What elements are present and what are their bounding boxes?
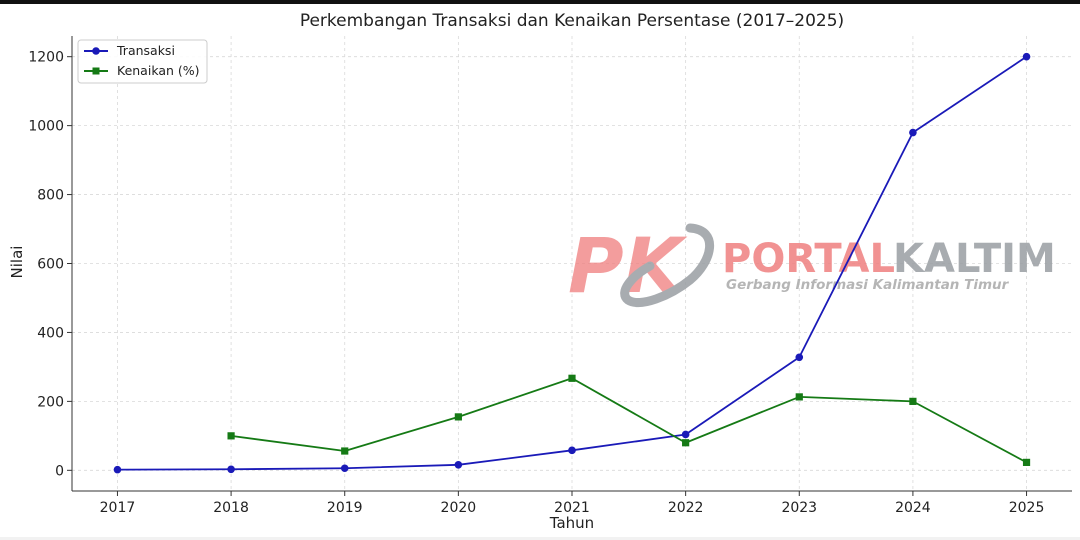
- x-tick-label-2020: 2020: [441, 500, 477, 516]
- point-kenaikan-2020: [454, 413, 462, 421]
- point-transaksi-2022: [681, 430, 690, 439]
- point-transaksi-2019: [340, 464, 349, 473]
- watermark-swoosh-icon: [620, 223, 714, 308]
- y-tick-label-400: 400: [37, 325, 64, 341]
- y-tick-label-0: 0: [55, 463, 64, 479]
- series-line-kenaikan: [230, 377, 1027, 464]
- legend-box: [77, 39, 208, 84]
- bottom-border: [0, 537, 1080, 540]
- x-axis-label: Tahun: [549, 514, 594, 532]
- legend-label-transaksi: Transaksi: [116, 43, 175, 58]
- legend-marker-kenaikan: [92, 67, 100, 75]
- point-kenaikan-2025: [1022, 458, 1031, 466]
- point-transaksi-2021: [568, 446, 576, 455]
- chart-title: Perkembangan Transaksi dan Kenaikan Pers…: [300, 11, 844, 31]
- x-tick-label-2024: 2024: [895, 500, 931, 516]
- point-transaksi-2020: [454, 461, 463, 469]
- x-tick-label-2019: 2019: [327, 500, 363, 516]
- point-kenaikan-2024: [909, 397, 917, 405]
- y-tick-label-200: 200: [37, 394, 64, 410]
- y-tick-label-1200: 1200: [28, 50, 64, 66]
- grid: [72, 36, 1072, 491]
- point-transaksi-2023: [795, 353, 804, 362]
- point-transaksi-2024: [909, 128, 917, 137]
- x-tick-label-2025: 2025: [1009, 500, 1045, 516]
- x-tick-label-2017: 2017: [100, 500, 136, 516]
- point-kenaikan-2019: [341, 447, 349, 455]
- point-kenaikan-2022: [682, 439, 690, 447]
- point-kenaikan-2021: [568, 374, 576, 382]
- legend: Transaksi Kenaikan (%): [77, 39, 208, 84]
- y-tick-label-1000: 1000: [28, 119, 64, 135]
- point-transaksi-2017: [113, 465, 122, 474]
- y-tick-label-800: 800: [37, 188, 64, 204]
- legend-label-kenaikan: Kenaikan (%): [117, 63, 200, 78]
- point-transaksi-2025: [1022, 52, 1031, 61]
- point-kenaikan-2023: [795, 393, 803, 401]
- y-axis-label: Nilai: [8, 246, 26, 279]
- watermark-brand-portal: PORTAL: [722, 236, 895, 282]
- y-tick-label-600: 600: [37, 257, 64, 273]
- watermark-tagline: Gerbang Informasi Kalimantan Timur: [726, 277, 1010, 293]
- series: [113, 52, 1031, 474]
- top-border: [0, 0, 1080, 4]
- watermark-brand-kaltim: KALTIM: [893, 236, 1056, 282]
- watermark: PK PORTAL KALTIM Gerbang Informasi Kalim…: [568, 221, 1056, 310]
- point-transaksi-2018: [227, 465, 235, 474]
- legend-marker-transaksi: [92, 47, 100, 55]
- x-tick-label-2021: 2021: [554, 500, 590, 516]
- x-tick-label-2023: 2023: [781, 500, 817, 516]
- x-tick-label-2018: 2018: [213, 500, 249, 516]
- x-tick-label-2022: 2022: [668, 500, 704, 516]
- point-kenaikan-2018: [227, 432, 235, 440]
- axes: 2017 2018 2019 2020 2021 2022 2023 2024 2025 0 200…: [28, 36, 1072, 516]
